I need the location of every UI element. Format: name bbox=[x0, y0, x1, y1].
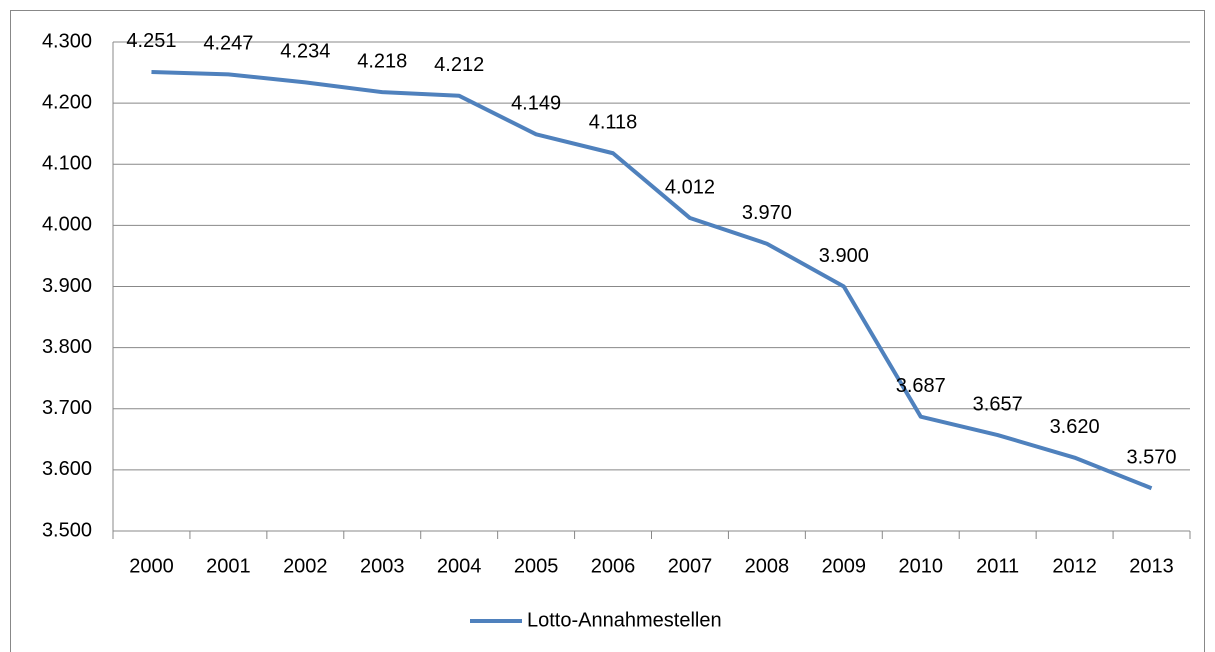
x-tick-label: 2007 bbox=[668, 555, 713, 577]
data-label: 4.012 bbox=[665, 176, 715, 198]
data-label: 3.620 bbox=[1050, 416, 1100, 438]
x-tick-label: 2003 bbox=[360, 555, 405, 577]
y-tick-label: 3.500 bbox=[42, 519, 92, 541]
data-label: 4.251 bbox=[126, 30, 176, 52]
y-tick-label: 3.900 bbox=[42, 275, 92, 297]
data-label: 3.687 bbox=[896, 375, 946, 397]
x-tick-label: 2011 bbox=[976, 555, 1019, 577]
x-tick-label: 2001 bbox=[206, 555, 251, 577]
x-tick-label: 2006 bbox=[591, 555, 636, 577]
data-label: 4.118 bbox=[589, 112, 638, 134]
y-tick-label: 4.000 bbox=[42, 214, 92, 236]
y-tick-label: 3.600 bbox=[42, 458, 92, 480]
x-tick-label: 2008 bbox=[745, 555, 790, 577]
x-tick-label: 2005 bbox=[514, 555, 559, 577]
data-label: 3.900 bbox=[819, 245, 869, 267]
data-line bbox=[151, 69, 1153, 491]
data-label: 4.247 bbox=[203, 33, 253, 55]
x-tick-label: 2000 bbox=[129, 555, 174, 577]
data-label: 4.218 bbox=[357, 50, 407, 72]
legend-label: Lotto-Annahmestellen bbox=[527, 609, 722, 631]
y-tick-label: 3.700 bbox=[42, 397, 92, 419]
y-tick-label: 3.800 bbox=[42, 336, 92, 358]
data-label: 3.970 bbox=[742, 202, 792, 224]
y-tick-label: 4.300 bbox=[42, 30, 92, 52]
data-label: 4.149 bbox=[511, 93, 561, 115]
x-tick-label: 2012 bbox=[1052, 555, 1097, 577]
x-tick-label: 2010 bbox=[899, 555, 944, 577]
chart-border bbox=[10, 10, 1205, 652]
data-label: 4.212 bbox=[434, 54, 484, 76]
x-tick-label: 2009 bbox=[822, 555, 867, 577]
y-tick-label: 4.200 bbox=[42, 91, 92, 113]
data-label: 3.570 bbox=[1127, 446, 1177, 468]
y-tick-label: 4.100 bbox=[42, 153, 92, 175]
data-label: 3.657 bbox=[973, 393, 1023, 415]
x-tick-label: 2004 bbox=[437, 555, 482, 577]
data-label: 4.234 bbox=[280, 41, 330, 63]
x-tick-label: 2002 bbox=[283, 555, 328, 577]
x-tick-label: 2013 bbox=[1129, 555, 1174, 577]
